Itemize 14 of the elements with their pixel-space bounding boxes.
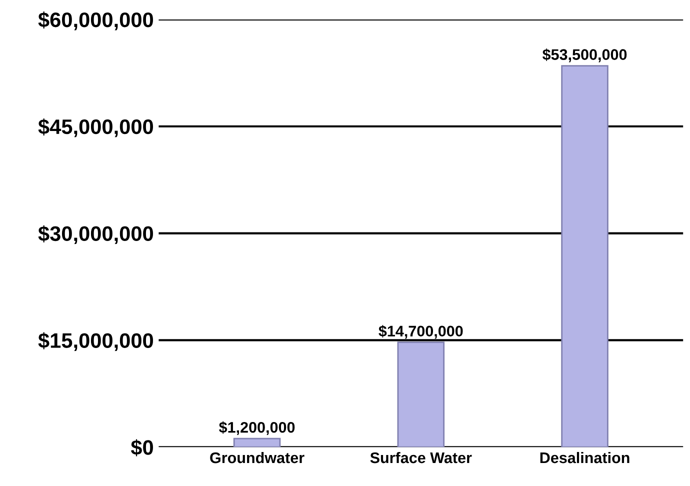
data-label: $14,700,000: [378, 325, 463, 339]
data-label: $53,500,000: [542, 48, 627, 62]
bar: [561, 65, 608, 448]
x-tick-label: Groundwater: [210, 452, 304, 464]
y-tick-label: $15,000,000: [38, 332, 153, 351]
x-tick-label: Desalination: [540, 452, 630, 464]
y-tick-label: $30,000,000: [38, 225, 153, 244]
y-tick-label: $45,000,000: [38, 118, 153, 138]
data-label: $1,200,000: [219, 421, 295, 435]
x-tick-label: Surface Water: [370, 452, 472, 464]
bar: [397, 342, 445, 448]
bar: [233, 438, 281, 448]
y-tick-label: $60,000,000: [38, 12, 153, 30]
y-tick-label: $0: [130, 439, 153, 456]
